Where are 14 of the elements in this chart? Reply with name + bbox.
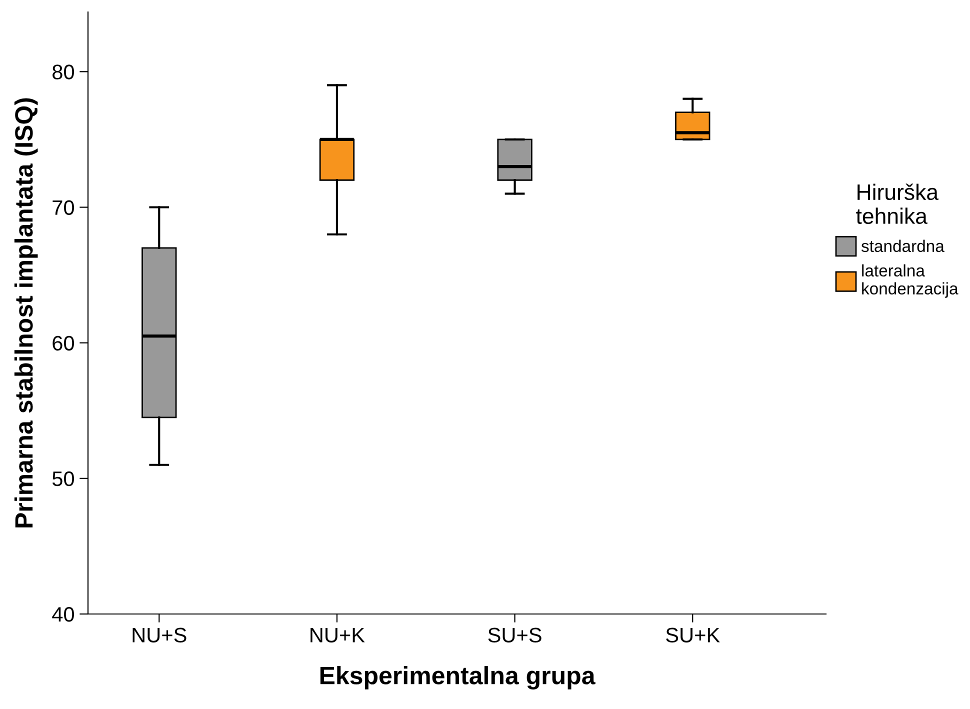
x-tick-label: NU+K [310,628,365,642]
x-tick-label: NU+S [132,628,186,642]
y-tick-label: 50 [52,471,74,486]
legend-title: Hirurška tehnika [856,184,939,224]
legend-label: lateralna kondenzacija [862,264,958,298]
y-tick-label: 70 [52,200,74,215]
x-tick-label: SU+K [666,628,720,642]
y-axis-title: Primarna stabilnost implantata (ISQ) [14,98,38,528]
legend-label: standardna [861,240,944,252]
y-tick-label: 60 [52,336,74,351]
y-tick-label: 80 [52,64,74,80]
x-tick-label: SU+S [488,628,542,642]
y-tick-label: 40 [52,607,74,622]
x-axis-title: Eksperimentalna grupa [320,666,596,690]
